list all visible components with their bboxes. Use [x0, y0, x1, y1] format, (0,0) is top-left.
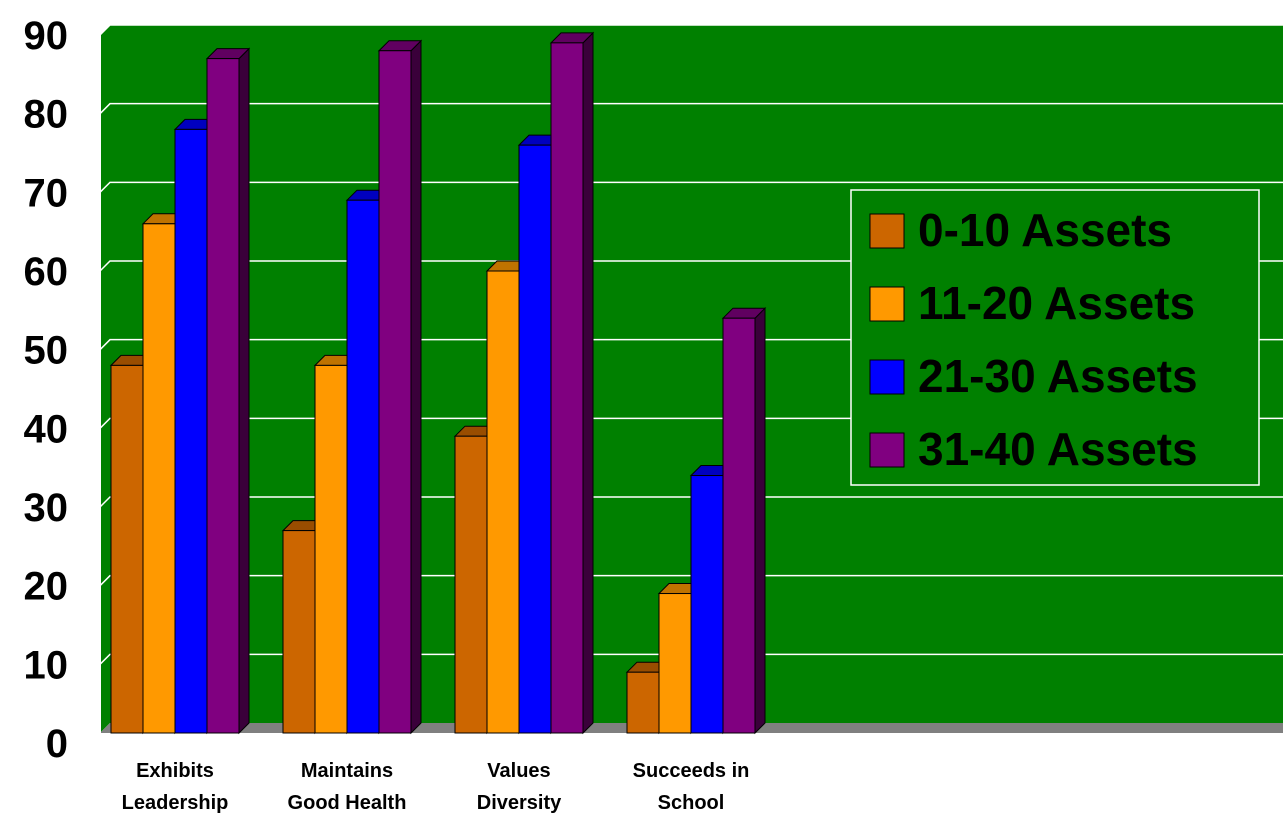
y-tick-label: 30	[24, 486, 69, 530]
legend-swatch	[869, 432, 905, 468]
y-axis: 0 10 20 30 40 50 60 70 80 90	[24, 14, 69, 766]
bar-front	[378, 50, 412, 734]
legend-box	[850, 189, 1260, 486]
bar-front	[658, 593, 692, 734]
bar-front	[722, 317, 756, 734]
gridline	[99, 181, 1283, 193]
bar-front	[454, 435, 488, 734]
legend: 0-10 Assets 11-20 Assets 21-30 Assets 31-40…	[850, 189, 1260, 486]
x-tick-label: Diversity	[477, 792, 562, 813]
y-tick-label: 20	[24, 565, 69, 609]
x-tick-label: Leadership	[122, 792, 229, 813]
bar-front	[314, 364, 348, 734]
bar-front	[282, 530, 316, 734]
bar-front	[626, 671, 660, 734]
legend-label: 21-30 Assets	[918, 350, 1198, 402]
bar	[377, 39, 423, 735]
y-tick-label: 80	[24, 93, 69, 137]
x-tick-label: Maintains	[301, 760, 393, 782]
legend-swatch	[869, 359, 905, 395]
x-tick-label: Exhibits	[136, 760, 214, 782]
bar	[721, 306, 767, 735]
y-tick-label: 90	[24, 14, 69, 58]
bar-side	[410, 39, 422, 735]
y-tick-label: 50	[24, 329, 69, 373]
bar-front	[206, 58, 240, 734]
gridline	[99, 24, 1283, 36]
bar-side	[238, 47, 250, 735]
bar-front	[518, 144, 552, 734]
bar	[205, 47, 251, 735]
bar-front	[110, 364, 144, 734]
legend-label: 0-10 Assets	[918, 204, 1172, 256]
y-tick-label: 10	[24, 643, 69, 687]
x-tick-label: Succeeds in	[633, 760, 750, 782]
bars	[109, 31, 767, 735]
x-tick-label: School	[658, 792, 725, 813]
y-tick-label: 40	[24, 407, 69, 451]
gridline	[99, 496, 1283, 508]
bar-front	[690, 475, 724, 734]
bar-front	[550, 42, 584, 734]
x-tick-label: Good Health	[288, 792, 407, 813]
bar-front	[142, 223, 176, 734]
y-tick-label: 70	[24, 171, 69, 215]
bar	[549, 31, 595, 735]
gridline	[99, 653, 1283, 665]
bar-front	[174, 128, 208, 734]
x-axis: Exhibits Leadership Maintains Good Health Va…	[122, 760, 750, 813]
legend-swatch	[869, 213, 905, 249]
legend-label: 11-20 Assets	[918, 277, 1195, 329]
legend-swatch	[869, 286, 905, 322]
bar-front	[486, 270, 520, 734]
bar-front	[346, 199, 380, 734]
bar-side	[754, 306, 766, 735]
gridline	[99, 574, 1283, 587]
y-tick-label: 0	[46, 722, 68, 766]
y-tick-label: 60	[24, 250, 69, 294]
legend-label: 31-40 Assets	[918, 423, 1198, 475]
gridline	[99, 102, 1283, 115]
x-tick-label: Values	[487, 760, 550, 782]
bar-side	[582, 31, 594, 735]
